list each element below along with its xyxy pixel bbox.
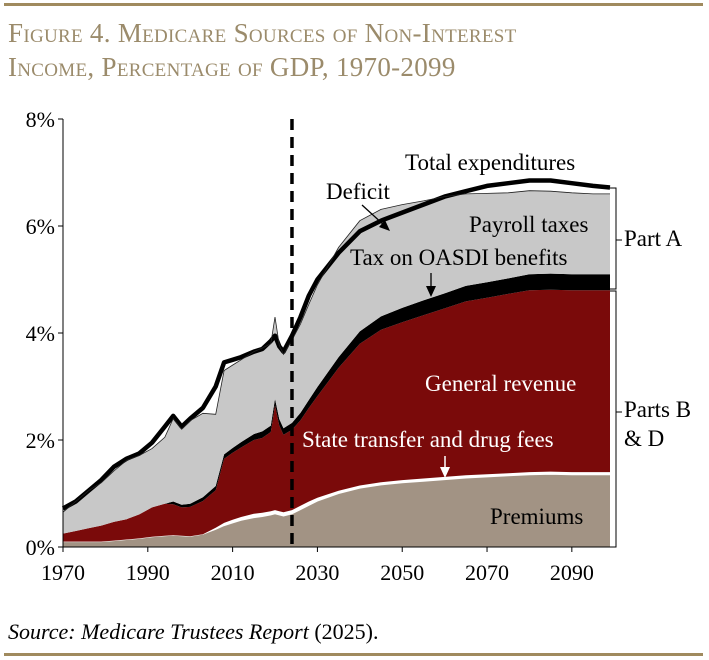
x-tick-label: 2030 [295, 560, 339, 585]
label-parts-bd-line-1: Parts B [624, 397, 691, 422]
y-tick-label: 6% [26, 214, 55, 239]
y-tick-label: 8% [26, 107, 55, 132]
deficit-arrow-head [379, 220, 390, 231]
label-total-expenditures: Total expenditures [405, 150, 575, 175]
deficit-arrow-line [361, 204, 386, 227]
x-tick-label: 1970 [41, 560, 85, 585]
y-tick-label: 0% [26, 535, 55, 560]
label-parts-bd-line-2: & D [624, 426, 664, 451]
figure-title-line-2: Income, Percentage of GDP, 1970-2099 [8, 52, 456, 82]
label-part-a: Part A [624, 226, 683, 251]
bottom-rule [4, 653, 703, 656]
x-tick-label: 2010 [211, 560, 255, 585]
label-general-revenue: General revenue [425, 371, 576, 396]
x-tick-label: 2050 [380, 560, 424, 585]
x-tick-label: 2070 [465, 560, 509, 585]
source-year: (2025). [314, 619, 379, 644]
oasdi-arrow-head [426, 286, 436, 297]
x-tick-label: 2090 [550, 560, 594, 585]
area-premiums [63, 474, 610, 547]
chart-labels: Total expenditures Deficit Payroll taxes Ta… [302, 150, 691, 548]
area-layers [63, 190, 611, 547]
source-note: Source: Medicare Trustees Report (2025). [8, 619, 378, 645]
label-state-transfer: State transfer and drug fees [302, 427, 554, 452]
label-premiums: Premiums [490, 504, 583, 529]
y-tick-label: 4% [26, 321, 55, 346]
total-expenditures-line [61, 178, 611, 511]
parts-bd-bracket [610, 290, 617, 548]
top-rule [4, 3, 703, 6]
figure-title: Figure 4. Medicare Sources of Non-Intere… [8, 16, 698, 84]
figure-title-line-1: Figure 4. Medicare Sources of Non-Intere… [8, 18, 517, 48]
part-a-bracket [610, 187, 617, 290]
area-payroll-taxes [63, 190, 610, 534]
label-deficit: Deficit [326, 179, 390, 204]
area-general-revenue [63, 289, 610, 542]
y-tick-label: 2% [26, 428, 55, 453]
x-tick-label: 1990 [126, 560, 170, 585]
source-label: Source: Medicare Trustees Report [8, 619, 309, 644]
total-income-outline [62, 190, 610, 513]
label-payroll-taxes: Payroll taxes [469, 212, 588, 237]
state-transfer-arrow-head [440, 467, 450, 478]
label-tax-on-oasdi: Tax on OASDI benefits [350, 245, 568, 270]
chart-overlays [61, 119, 611, 547]
axis-ticks: 0% 2% 4% 6% 8% 1970 1990 2010 2030 2050 2070 2090 [26, 107, 594, 585]
